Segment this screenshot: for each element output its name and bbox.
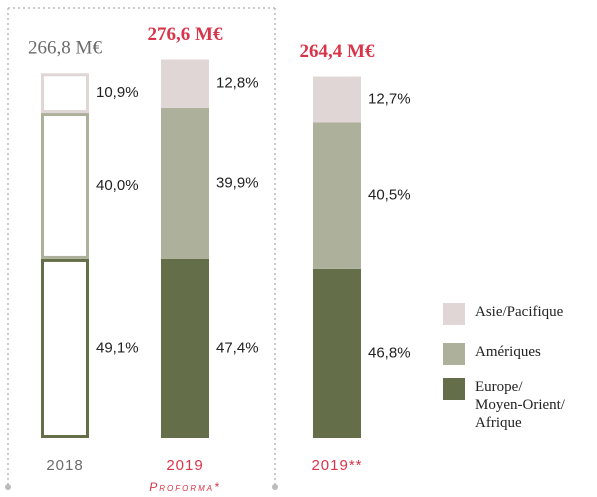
legend-label: Europe/ Moyen-Orient/ Afrique (475, 379, 565, 431)
legend-item: Asie/Pacifique (443, 303, 563, 325)
bar-segment (313, 122, 361, 269)
legend-label: Amériques (475, 344, 541, 360)
category-note: Proforma* (149, 480, 221, 494)
value-label: 40,0% (96, 177, 139, 194)
legend-item: Amériques (443, 343, 541, 365)
value-label: 46,8% (368, 344, 411, 361)
bar-segment (313, 268, 361, 438)
value-label: 49,1% (96, 339, 139, 356)
legend-item: Europe/ Moyen-Orient/ Afrique (443, 378, 565, 432)
category-label: 2019** (311, 457, 362, 474)
total-label: 276,6 M€ (148, 24, 223, 45)
bar-segment (41, 258, 89, 439)
bar-segment (161, 59, 209, 108)
value-label: 10,9% (96, 84, 139, 101)
legend-swatch (443, 378, 465, 400)
value-label: 40,5% (368, 187, 411, 204)
total-label: 266,8 M€ (28, 38, 102, 59)
bar-segment (161, 107, 209, 259)
value-label: 12,8% (216, 75, 259, 92)
legend-swatch (443, 303, 465, 325)
legend-label: Asie/Pacifique (475, 304, 564, 320)
frame-dot (5, 484, 11, 490)
legend-swatch (443, 343, 465, 365)
value-label: 12,7% (368, 90, 411, 107)
value-label: 47,4% (216, 339, 259, 356)
value-label: 39,9% (216, 174, 259, 191)
bar-segment (161, 258, 209, 438)
total-label: 264,4 M€ (300, 41, 375, 62)
bar-segment (41, 113, 89, 259)
bar-segment (313, 76, 361, 123)
category-label: 2018 (46, 457, 83, 474)
category-label: 2019 (166, 457, 203, 474)
frame-dot (272, 484, 278, 490)
bar-segment (41, 73, 89, 114)
